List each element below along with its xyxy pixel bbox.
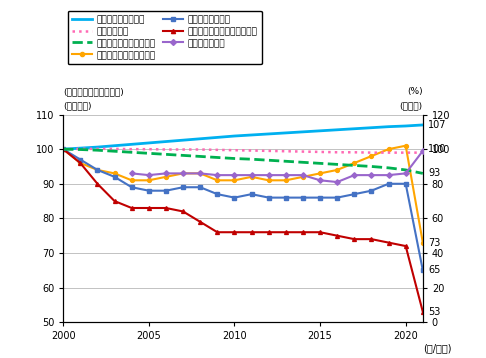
Text: 100: 100 xyxy=(428,144,447,154)
Legend: 人口（三大都市圏）, 人口（全国）, 人口（三大都市圏以外）, 輸送人員（三大都市圏）, 輸送人員（全国）, 輸送人員（三大都市圏以外）, 赤字率（全国）: 人口（三大都市圏）, 人口（全国）, 人口（三大都市圏以外）, 輸送人員（三大都… xyxy=(68,11,261,64)
Text: 73: 73 xyxy=(428,238,441,248)
Text: (人口指数): (人口指数) xyxy=(63,101,92,110)
Text: (%): (%) xyxy=(407,87,423,96)
Text: (乗合バス輸送人員指数): (乗合バス輸送人員指数) xyxy=(63,87,124,96)
Text: 65: 65 xyxy=(428,265,441,275)
Text: 53: 53 xyxy=(428,307,441,317)
Text: (赤字率): (赤字率) xyxy=(399,101,423,110)
Text: 93: 93 xyxy=(428,168,441,178)
X-axis label: (年/年度): (年/年度) xyxy=(423,343,451,353)
Text: 107: 107 xyxy=(428,120,447,130)
